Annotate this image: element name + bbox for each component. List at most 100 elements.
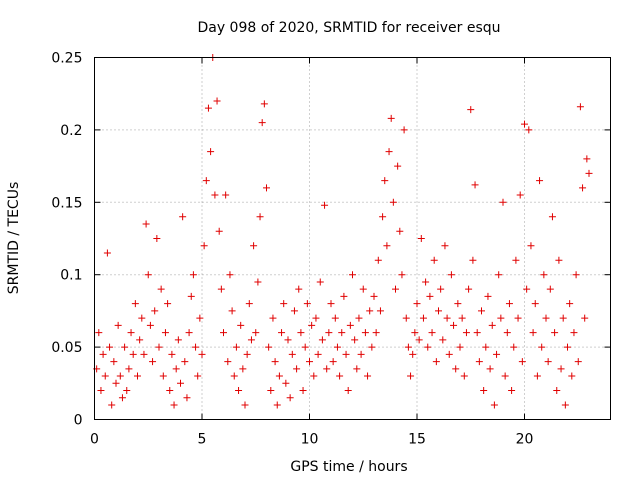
data-point [250,242,258,250]
data-point [398,271,406,279]
data-point [198,350,206,358]
data-point [372,329,380,337]
plot-frame [94,57,611,420]
data-point [215,227,223,235]
data-point [462,329,470,337]
data-point [166,387,174,395]
data-point [318,336,326,344]
data-point [417,235,425,242]
data-point [585,169,593,177]
data-point [241,401,249,409]
data-point [230,372,238,380]
data-point [536,177,544,185]
data-point [490,401,498,409]
data-point [349,271,356,279]
y-tick-label: 0.2 [60,123,82,139]
data-point [157,285,165,293]
data-point [312,314,320,322]
data-point [306,358,313,366]
data-point [138,314,146,322]
data-point [155,343,163,351]
data-point [245,300,253,308]
data-point [553,387,561,395]
data-point [370,292,378,300]
data-point [493,350,501,358]
data-point [278,329,286,337]
data-point [336,372,344,380]
data-point [467,106,475,114]
x-tick-label: 10 [301,432,319,448]
data-point [260,100,268,108]
data-point [568,372,576,380]
data-point [172,365,180,373]
y-tick-label: 0 [74,413,83,429]
data-point [303,300,311,308]
data-point [482,343,490,351]
data-point [447,271,455,279]
data-point [533,372,541,380]
data-point [484,292,492,300]
data-points [93,54,593,409]
data-point [379,213,387,221]
data-point [357,350,365,358]
data-point [387,114,395,122]
data-point [510,343,518,351]
data-point [196,314,204,322]
data-point [450,321,458,329]
data-point [265,343,273,351]
data-point [353,365,361,373]
data-point [103,249,111,257]
data-point [159,372,167,380]
data-point [151,307,159,315]
data-point [338,329,346,337]
data-point [314,350,322,358]
data-point [460,372,468,380]
data-point [475,358,483,366]
data-point [174,336,182,344]
data-point [385,148,393,156]
data-point [316,278,324,286]
data-point [400,126,408,134]
data-point [488,321,496,329]
data-point [267,387,275,395]
data-point [204,104,212,112]
data-point [544,358,552,366]
data-point [290,307,298,315]
data-point [514,314,522,322]
data-point [181,358,189,366]
data-point [521,120,528,128]
data-point [430,256,438,264]
data-point [540,271,548,279]
data-point [570,329,578,337]
data-point [340,292,348,300]
data-point [426,292,434,300]
data-point [546,285,554,293]
chart-title: Day 098 of 2020, SRMTID for receiver esq… [197,20,500,36]
data-point [325,329,333,337]
data-point [226,271,234,279]
data-point [531,300,539,308]
data-point [202,177,210,185]
data-point [576,103,584,111]
data-point [355,314,363,322]
data-point [321,201,329,209]
data-point [101,372,109,380]
data-point [297,329,305,337]
data-point [402,314,410,322]
data-point [333,343,341,351]
data-point [329,358,337,366]
data-point [551,329,559,337]
data-point [127,329,135,337]
data-point [153,235,161,242]
data-point [211,191,219,199]
data-point [583,155,591,163]
data-point [581,314,589,322]
data-point [114,321,122,329]
data-point [97,387,105,395]
data-point [564,343,571,351]
x-tick-label: 15 [408,432,426,448]
data-point [473,329,481,337]
data-point [557,365,565,373]
data-point [342,350,350,358]
data-point [269,314,277,322]
